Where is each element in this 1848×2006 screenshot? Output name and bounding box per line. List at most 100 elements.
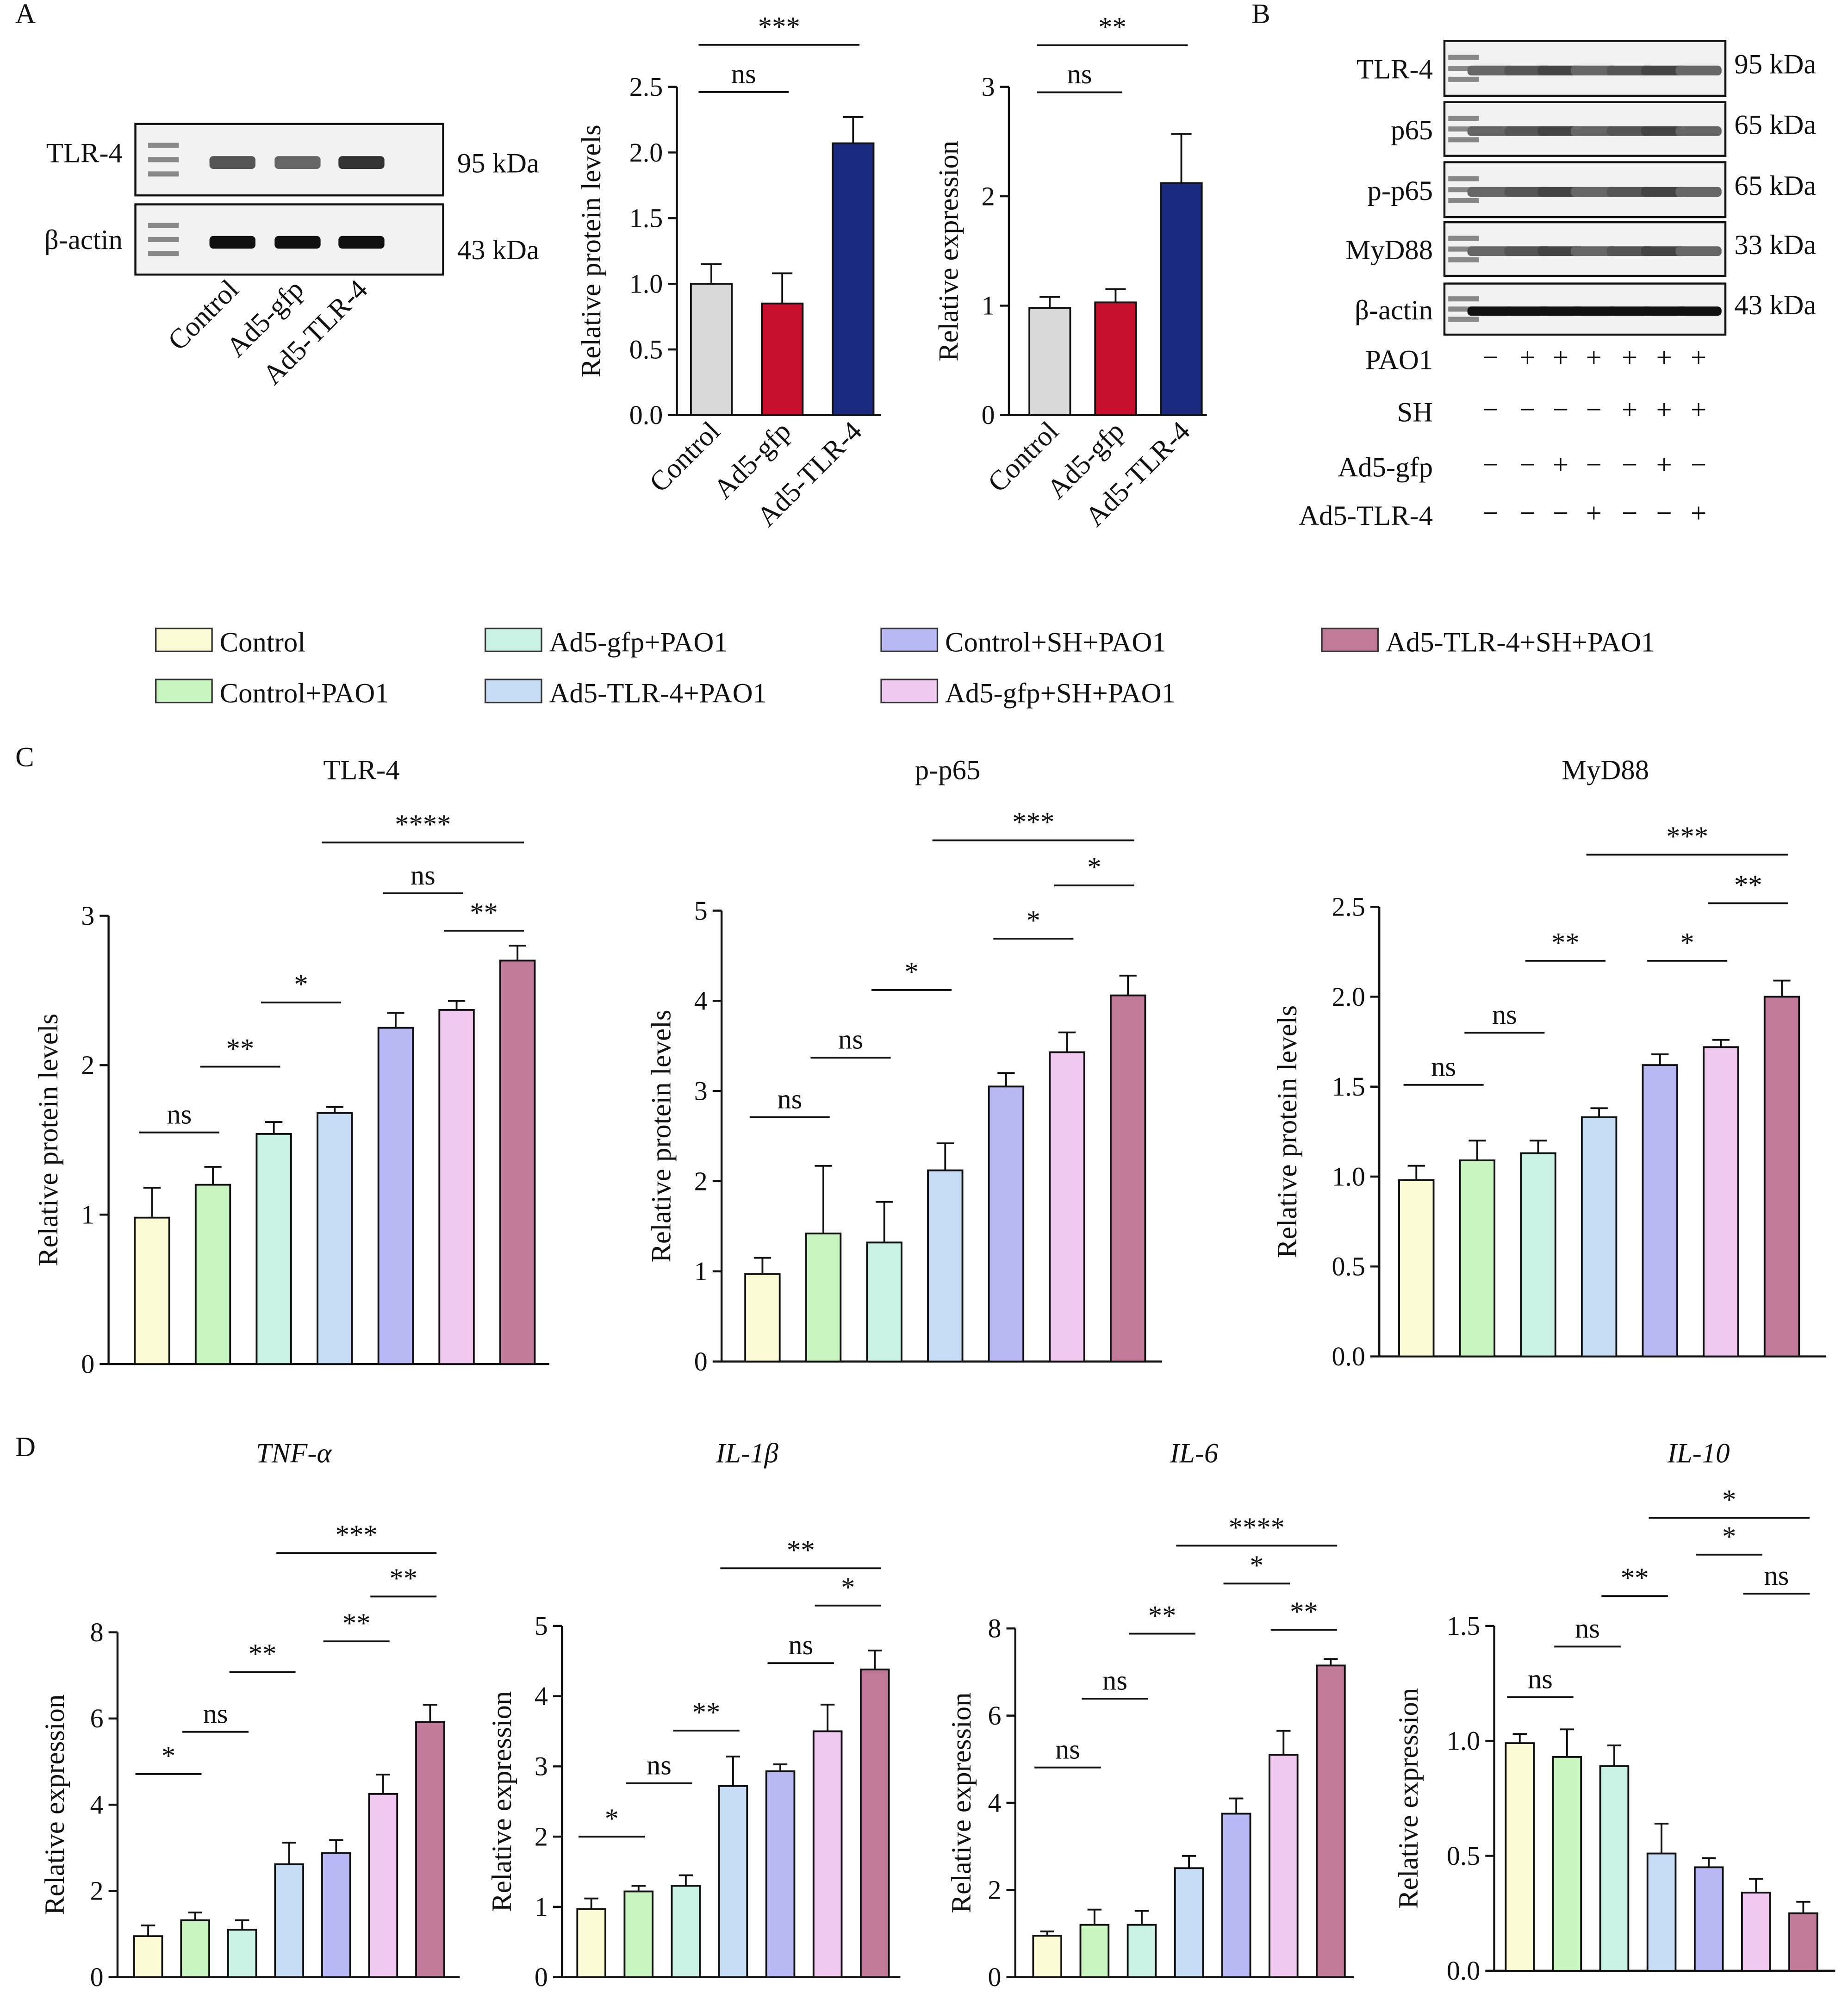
chart-title: IL-10 — [1667, 1438, 1730, 1469]
y-tick-label: 0 — [90, 1962, 104, 1992]
panel-letter: A — [15, 0, 36, 30]
y-tick-label: 2.5 — [1332, 892, 1365, 922]
y-tick-label: 1 — [535, 1892, 548, 1922]
blot-band — [1675, 246, 1722, 256]
bar — [690, 283, 733, 416]
legend-swatch — [155, 679, 213, 704]
ladder-band — [1448, 126, 1479, 132]
ladder-band — [148, 157, 179, 162]
y-tick-label: 1 — [81, 1200, 94, 1230]
legend-swatch — [484, 679, 542, 704]
treatment-sign: + — [1691, 394, 1706, 425]
bar — [1580, 1116, 1618, 1358]
bar — [317, 1112, 353, 1365]
y-axis-label: Relative expression — [933, 141, 964, 361]
bar — [1599, 1765, 1630, 1972]
significance-label: ** — [692, 1697, 721, 1728]
legend-label: Control+SH+PAO1 — [945, 627, 1166, 658]
y-tick-label: 2 — [81, 1050, 94, 1080]
bar — [274, 1863, 305, 1978]
bar — [1079, 1924, 1110, 1978]
ladder-band — [1448, 176, 1479, 181]
y-tick-label: 2 — [535, 1821, 548, 1851]
blot-band — [1641, 306, 1687, 316]
significance-label: * — [1027, 905, 1040, 936]
treatment-sign: + — [1586, 342, 1602, 373]
blot-label: β-actin — [44, 224, 123, 255]
bar — [1741, 1892, 1771, 1972]
y-axis-label: Relative protein levels — [646, 1010, 677, 1263]
treatment-sign: − — [1482, 449, 1498, 480]
treatment-label: PAO1 — [1365, 344, 1433, 375]
blot-size: 43 kDa — [457, 235, 539, 266]
blot-band — [1571, 65, 1617, 76]
significance-label: ns — [1575, 1613, 1600, 1644]
bar — [1049, 1051, 1085, 1363]
bar — [1174, 1867, 1204, 1978]
legend-label: Ad5-gfp+PAO1 — [549, 627, 728, 658]
bar — [761, 302, 804, 416]
y-tick-label: 8 — [90, 1617, 104, 1647]
significance-label: * — [904, 957, 918, 988]
bar — [623, 1890, 654, 1978]
blot-size: 43 kDa — [1734, 290, 1816, 321]
chart-title: IL-6 — [1170, 1438, 1219, 1469]
y-tick-label: 0.0 — [629, 400, 663, 430]
significance-label: **** — [1229, 1512, 1285, 1543]
blot-band — [1571, 187, 1617, 197]
y-tick-label: 4 — [694, 986, 708, 1016]
bar — [671, 1885, 701, 1978]
blot-size: 95 kDa — [1734, 49, 1816, 80]
legend-label: Control — [220, 627, 305, 658]
significance-label: ns — [1067, 59, 1092, 90]
panel-letter: B — [1251, 0, 1270, 30]
significance-label: ns — [731, 59, 756, 90]
bar — [133, 1935, 163, 1978]
legend-swatch — [880, 679, 939, 704]
significance-label: *** — [1012, 807, 1054, 838]
treatment-sign: − — [1691, 449, 1706, 480]
y-tick-label: 1.5 — [629, 203, 663, 233]
blot-band — [209, 236, 255, 249]
bar — [1788, 1912, 1818, 1972]
blot-band — [1641, 187, 1687, 197]
ladder-band — [1448, 66, 1479, 71]
significance-label: * — [841, 1572, 855, 1603]
legend-label: Ad5-TLR-4+SH+PAO1 — [1386, 627, 1655, 658]
y-tick-label: 0.0 — [1447, 1956, 1480, 1986]
y-tick-label: 2.0 — [1332, 982, 1365, 1012]
treatment-label: Ad5-TLR-4 — [1299, 500, 1433, 531]
significance-label: ns — [1102, 1665, 1127, 1696]
bar — [1269, 1754, 1299, 1978]
bar — [1505, 1742, 1535, 1972]
significance-label: * — [1680, 927, 1694, 958]
bar — [1094, 301, 1137, 416]
y-tick-label: 6 — [988, 1701, 1001, 1731]
significance-label: * — [162, 1741, 175, 1772]
significance-label: ** — [1148, 1600, 1176, 1631]
ladder-band — [1448, 137, 1479, 143]
significance-label: ns — [411, 860, 436, 891]
significance-label: ** — [389, 1563, 417, 1594]
blot-label: β-actin — [1355, 295, 1433, 326]
bar — [1693, 1866, 1724, 1972]
treatment-sign: + — [1519, 342, 1535, 373]
y-axis-label: Relative expression — [1393, 1688, 1424, 1909]
treatment-sign: + — [1691, 498, 1706, 529]
ladder-band — [1448, 116, 1479, 121]
y-tick-label: 0 — [694, 1346, 708, 1377]
blot-label: MyD88 — [1345, 235, 1433, 266]
treatment-sign: − — [1622, 498, 1637, 529]
y-tick-label: 2.0 — [629, 137, 663, 168]
y-tick-label: 3 — [982, 72, 995, 102]
significance-label: ns — [647, 1750, 672, 1781]
y-tick-label: 3 — [535, 1751, 548, 1782]
ladder-band — [1448, 296, 1479, 302]
blot-band — [1641, 246, 1687, 256]
chart-title: IL-1β — [716, 1438, 779, 1469]
treatment-sign: − — [1622, 449, 1637, 480]
y-tick-label: 0.0 — [1332, 1341, 1365, 1371]
significance-label: ns — [1764, 1560, 1789, 1591]
significance-label: * — [605, 1803, 619, 1834]
